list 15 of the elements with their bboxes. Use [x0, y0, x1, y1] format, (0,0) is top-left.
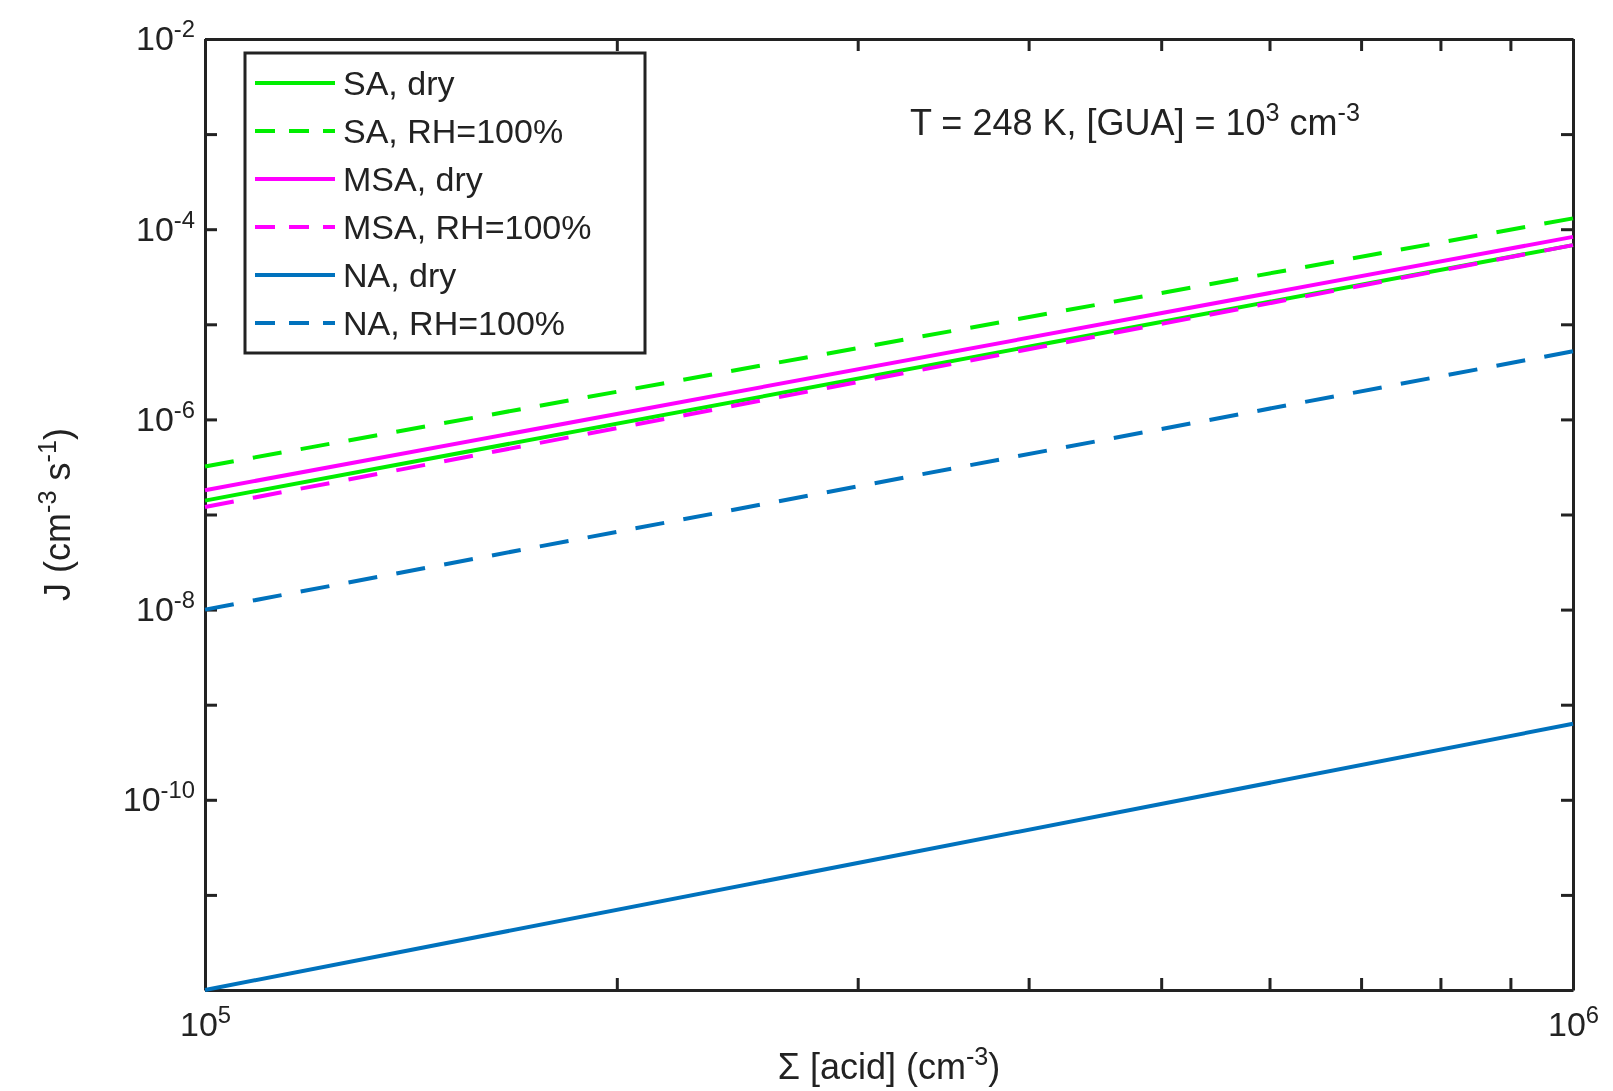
legend-label: NA, dry	[343, 255, 457, 294]
x-tick-label: 10$^{6}$	[1547, 1000, 1600, 1044]
x-tick-label: 10$^{5}$	[179, 1000, 232, 1044]
legend-label: NA, RH=100%	[343, 303, 566, 342]
y-tick-label: 10$^{-8}$	[136, 585, 195, 628]
y-tick-label: 10$^{-2}$	[136, 14, 195, 58]
annotation: T = 248 K, [GUA] = 10$^{3}$ cm$^{-3}$	[910, 98, 1360, 143]
legend-label: MSA, dry	[343, 159, 483, 198]
legend-label: MSA, RH=100%	[343, 207, 592, 246]
y-tick-label: 10$^{-4}$	[136, 205, 195, 248]
y-tick-label: 10$^{-6}$	[136, 395, 195, 438]
legend-label: SA, RH=100%	[343, 111, 564, 150]
x-axis-title: Σ [acid] (cm$^{-3}$)	[777, 1042, 1001, 1087]
y-tick-label: 10$^{-10}$	[122, 775, 195, 819]
legend-label: SA, dry	[343, 63, 455, 102]
